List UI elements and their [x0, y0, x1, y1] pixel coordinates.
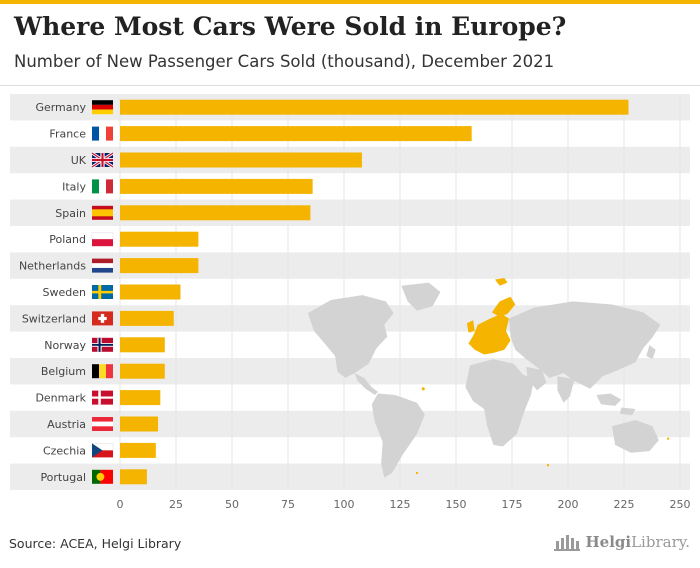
map-japan	[646, 345, 656, 360]
chart-title: Where Most Cars Were Sold in Europe?	[14, 12, 567, 41]
category-label: Czechia	[43, 444, 86, 457]
x-tick-label: 100	[334, 498, 355, 511]
flag-ch-icon	[92, 311, 113, 326]
category-label: Sweden	[43, 286, 86, 299]
bar-france	[120, 126, 472, 142]
category-labels: Germany France UK Italy Spain Poland Netherlan…	[19, 101, 87, 484]
bar-czechia	[120, 442, 156, 458]
flag-es-icon	[92, 205, 113, 220]
map-svalbard-highlight	[495, 278, 508, 286]
flag-se-icon	[92, 285, 113, 299]
flag-cz-icon	[91, 443, 114, 458]
map-island-highlight	[415, 471, 419, 475]
source-note: Source: ACEA, Helgi Library	[9, 536, 182, 551]
flag-de-icon	[92, 100, 113, 115]
header-divider	[0, 85, 700, 86]
category-label: Austria	[47, 418, 86, 431]
category-label: Netherlands	[19, 260, 86, 273]
logo-text: HelgiLibrary.	[585, 533, 690, 551]
bar-germany	[120, 99, 629, 115]
bar-denmark	[120, 390, 161, 406]
flag-no-icon	[92, 337, 113, 352]
map-central-america	[354, 373, 378, 395]
bar-italy	[120, 178, 313, 194]
map-south-america	[371, 393, 425, 478]
map-greenland	[401, 282, 441, 311]
bar-poland	[120, 231, 199, 247]
category-label: Spain	[55, 207, 86, 220]
flag-dk-icon	[92, 390, 113, 405]
x-tick-label: 250	[670, 498, 691, 511]
bar-spain	[120, 205, 311, 221]
x-tick-label: 75	[281, 498, 295, 511]
world-map	[307, 278, 670, 478]
map-australia	[612, 419, 659, 453]
map-india	[557, 376, 575, 403]
chart-subtitle: Number of New Passenger Cars Sold (thous…	[14, 52, 555, 71]
category-label: France	[49, 128, 86, 141]
map-island-highlight	[546, 464, 550, 467]
bar-austria	[120, 416, 159, 432]
bar-sweden	[120, 284, 181, 300]
bar-chart: Germany France UK Italy Spain Poland Netherlan…	[10, 94, 691, 511]
library-building-icon	[554, 535, 581, 551]
flag-it-icon	[92, 179, 113, 194]
map-uk-highlight	[466, 320, 475, 333]
bar-switzerland	[120, 310, 174, 326]
category-label: Switzerland	[22, 312, 86, 325]
category-label: Germany	[35, 101, 86, 114]
flag-fr-icon	[92, 126, 113, 141]
flag-be-icon	[92, 364, 113, 379]
map-asia	[509, 301, 661, 389]
helgi-library-logo: HelgiLibrary.	[553, 532, 690, 552]
category-label: Poland	[49, 233, 86, 246]
category-label: Belgium	[41, 365, 86, 378]
category-label: Denmark	[35, 392, 86, 405]
category-label: UK	[71, 154, 87, 167]
x-tick-label: 50	[225, 498, 239, 511]
map-island-highlight	[421, 387, 425, 391]
category-label: Italy	[62, 180, 86, 193]
category-label: Portugal	[40, 471, 86, 484]
bar-norway	[120, 337, 165, 353]
flags	[91, 100, 114, 484]
flag-at-icon	[92, 417, 113, 431]
x-tick-label: 125	[390, 498, 411, 511]
bar-netherlands	[120, 258, 199, 274]
map-arabia	[526, 366, 547, 391]
x-axis-ticks: 0 25 50 75 100 125 150 175 200 225 250	[117, 498, 691, 511]
x-tick-label: 150	[446, 498, 467, 511]
map-southeast-asia	[596, 393, 636, 416]
map-island-highlight	[666, 437, 670, 440]
bars	[120, 99, 629, 485]
map-north-america	[307, 295, 394, 378]
map-africa	[465, 359, 534, 447]
flag-pl-icon	[91, 231, 114, 247]
map-europe-highlight	[468, 313, 511, 355]
map-scandinavia-highlight	[491, 296, 516, 317]
x-tick-label: 175	[502, 498, 523, 511]
bar-portugal	[120, 469, 147, 485]
flag-pt-icon	[92, 469, 113, 484]
x-tick-label: 0	[117, 498, 124, 511]
x-tick-label: 225	[614, 498, 635, 511]
bar-uk	[120, 152, 362, 168]
flag-nl-icon	[92, 258, 113, 273]
category-label: Norway	[44, 339, 86, 352]
bar-belgium	[120, 363, 165, 379]
x-tick-label: 200	[558, 498, 579, 511]
top-accent-bar	[0, 0, 700, 4]
x-tick-label: 25	[169, 498, 183, 511]
flag-uk-icon	[91, 151, 114, 169]
